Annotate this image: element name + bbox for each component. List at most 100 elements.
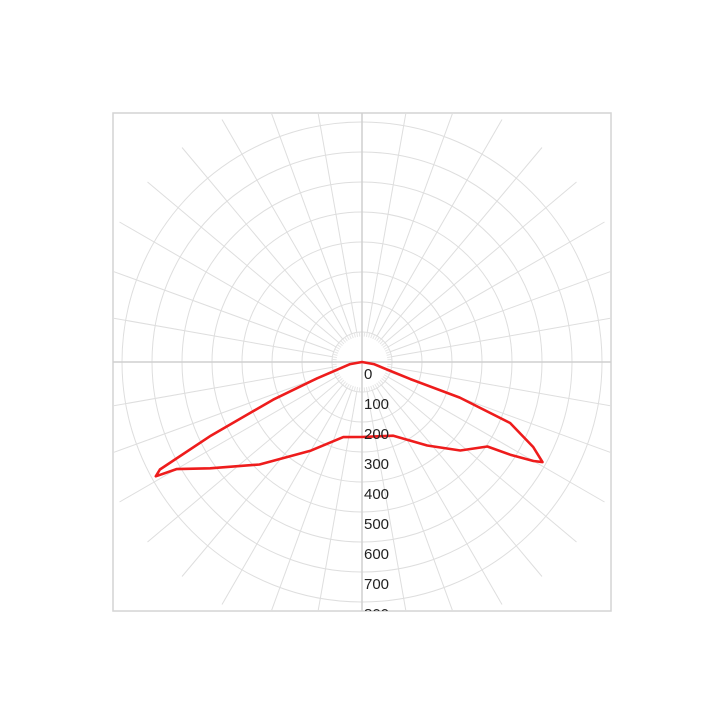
grid-inner-tick xyxy=(332,353,338,356)
grid-inner-tick xyxy=(340,379,345,384)
grid-spoke xyxy=(113,366,333,407)
radial-tick-label: 300 xyxy=(364,456,389,473)
grid-inner-tick xyxy=(338,378,343,382)
grid-inner-tick xyxy=(356,387,359,392)
grid-inner-tick xyxy=(370,333,373,339)
grid-inner-tick xyxy=(378,338,382,343)
grid-inner-tick xyxy=(342,381,346,386)
grid-spoke xyxy=(181,147,344,340)
radial-tick-label: 800 xyxy=(364,606,389,623)
grid-inner-tick xyxy=(383,346,389,350)
grid-spoke xyxy=(221,119,348,337)
grid-spoke xyxy=(391,317,611,358)
grid-inner-tick xyxy=(382,344,387,348)
grid-spoke xyxy=(270,113,353,334)
grid-spoke xyxy=(390,270,611,353)
grid-inner-tick xyxy=(368,386,371,392)
grid-spoke xyxy=(113,317,333,358)
grid-inner-tick xyxy=(370,385,373,391)
grid-spoke xyxy=(147,181,340,344)
grid-spoke xyxy=(384,380,577,543)
grid-spoke xyxy=(387,376,605,503)
grid-spoke xyxy=(371,390,454,611)
grid-inner-tick xyxy=(351,333,354,339)
radial-tick-label: 600 xyxy=(364,546,389,563)
grid-inner-tick xyxy=(346,335,350,341)
grid-inner-tick xyxy=(374,383,378,389)
grid-inner-tick xyxy=(384,372,390,376)
grid-inner-tick xyxy=(381,378,386,382)
grid-spoke xyxy=(371,113,454,334)
grid-spoke xyxy=(391,366,611,407)
grid-inner-tick xyxy=(387,356,392,359)
radial-tick-labels: 0 100 200 300 400 500 600 700 800 xyxy=(364,366,389,623)
grid-spoke xyxy=(317,113,358,333)
radial-tick-label: 500 xyxy=(364,516,389,533)
grid-spoke xyxy=(380,147,543,340)
grid-inner-tick xyxy=(379,340,384,345)
radial-tick-label: 400 xyxy=(364,486,389,503)
grid-inner-tick xyxy=(386,353,392,356)
grid-inner-tick xyxy=(348,384,352,390)
grid-inner-tick xyxy=(340,340,345,345)
grid-inner-tick xyxy=(385,370,391,373)
grid-inner-tick xyxy=(372,334,376,340)
grid-inner-tick xyxy=(381,342,386,346)
grid-inner-tick xyxy=(385,351,391,354)
grid-inner-tick xyxy=(356,332,359,337)
grid-inner-tick xyxy=(368,332,371,338)
grid-spoke xyxy=(119,221,337,348)
grid-inner-tick xyxy=(342,338,346,343)
grid-inner-tick xyxy=(334,372,340,376)
grid-inner-tick xyxy=(378,381,382,386)
grid-spoke xyxy=(270,390,353,611)
grid-spoke xyxy=(317,391,358,611)
grid-spoke xyxy=(384,181,577,344)
grid-inner-tick xyxy=(348,334,352,340)
radial-tick-label: 0 xyxy=(364,366,372,383)
grid-inner-tick xyxy=(365,332,368,337)
curves xyxy=(154,360,544,478)
grid-spoke xyxy=(366,113,407,333)
grid-inner-tick xyxy=(383,374,389,378)
grid-inner-tick xyxy=(353,386,356,392)
grid-inner-tick xyxy=(334,348,340,352)
grid-inner-tick xyxy=(346,383,350,389)
grid-inner-tick xyxy=(376,382,380,387)
grid-spoke xyxy=(366,391,407,611)
grid-inner-tick xyxy=(344,382,348,387)
grid-spoke xyxy=(147,380,340,543)
radial-tick-label: 200 xyxy=(364,426,389,443)
grid-inner-tick xyxy=(338,342,343,346)
grid-inner-tick xyxy=(337,376,342,380)
grid-inner-tick xyxy=(332,356,337,359)
grid-inner-tick xyxy=(372,384,376,390)
intensity-curve xyxy=(154,360,544,478)
grid-inner-tick xyxy=(335,374,341,378)
grid-spoke xyxy=(387,221,605,348)
grid-spoke xyxy=(376,119,503,337)
grid-spoke xyxy=(113,270,334,353)
radial-tick-label: 700 xyxy=(364,576,389,593)
grid-inner-tick xyxy=(333,351,339,354)
grid-spoke xyxy=(113,371,334,454)
grid-inner-tick xyxy=(335,346,341,350)
grid-spoke xyxy=(221,387,348,605)
grid-inner-tick xyxy=(382,376,387,380)
grid-spoke xyxy=(181,384,344,577)
grid-spoke xyxy=(376,387,503,605)
grid-spoke xyxy=(119,376,337,503)
grid-inner-tick xyxy=(365,387,368,392)
grid-inner-tick xyxy=(353,332,356,338)
grid-inner-tick xyxy=(344,337,348,342)
grid-inner-tick xyxy=(337,344,342,348)
grid-inner-tick xyxy=(351,385,354,391)
grid-inner-tick xyxy=(379,379,384,384)
radial-tick-label: 100 xyxy=(364,396,389,413)
grid-inner-tick xyxy=(374,335,378,341)
grid-spoke xyxy=(380,384,543,577)
grid-inner-tick xyxy=(376,337,380,342)
grid-inner-tick xyxy=(384,348,390,352)
grid-inner-tick xyxy=(387,365,392,368)
